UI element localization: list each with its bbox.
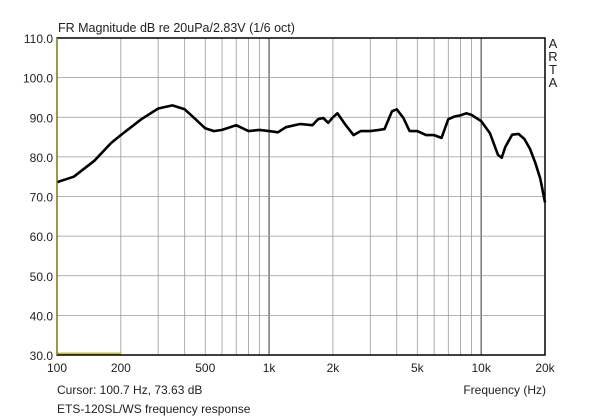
y-tick-label: 110.0 [24, 32, 53, 46]
x-tick-label: 200 [111, 361, 131, 375]
x-axis-label: Frequency (Hz) [463, 383, 546, 397]
chart-title: FR Magnitude dB re 20uPa/2.83V (1/6 oct) [58, 21, 295, 35]
frequency-response-line [56, 104, 547, 203]
y-tick-label: 90.0 [30, 111, 54, 125]
cursor-readout: Cursor: 100.7 Hz, 73.63 dB [57, 383, 202, 397]
arta-logo-letter: R [548, 49, 557, 64]
x-tick-label: 10k [471, 361, 491, 375]
chart-caption: ETS-120SL/WS frequency response [57, 402, 251, 416]
y-tick-label: 60.0 [30, 230, 54, 244]
x-axis-ticks: 100 200 500 1k 2k 5k 10k 20k [47, 361, 556, 375]
y-tick-label: 40.0 [30, 309, 54, 323]
y-tick-label: 70.0 [30, 191, 54, 205]
x-tick-label: 1k [263, 361, 277, 375]
arta-logo-letter: A [549, 36, 558, 51]
y-tick-label: 50.0 [30, 270, 54, 284]
arta-logo-letter: T [549, 62, 557, 77]
grid [57, 38, 545, 355]
arta-logo-letter: A [549, 75, 558, 90]
x-tick-label: 500 [195, 361, 215, 375]
y-tick-label: 100.0 [23, 72, 53, 86]
x-tick-label: 100 [47, 361, 67, 375]
y-axis-ticks: 30.0 40.0 50.0 60.0 70.0 80.0 90.0 100.0 110.0 [23, 32, 53, 363]
y-tick-label: 30.0 [30, 349, 54, 363]
x-tick-label: 20k [535, 361, 555, 375]
x-tick-label: 5k [411, 361, 425, 375]
x-tick-label: 2k [327, 361, 341, 375]
y-tick-label: 80.0 [30, 151, 54, 165]
